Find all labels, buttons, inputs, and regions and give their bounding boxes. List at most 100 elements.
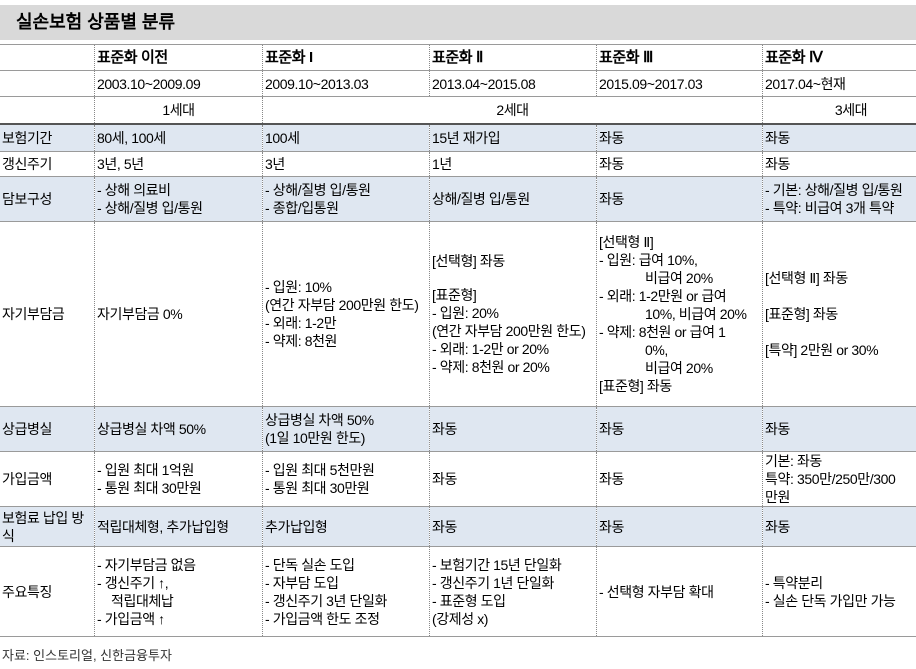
cell-line: 좌동 — [432, 421, 457, 437]
cell-line: - 상해/질병 입/통원 — [265, 182, 371, 198]
generation: 1세대 — [94, 96, 263, 125]
cell: - 기본: 상해/질병 입/통원 - 특약: 비급여 3개 특약 — [762, 176, 916, 222]
cell-line: - 약제: 8천원 — [265, 333, 338, 349]
period-row: 2003.10~2009.09 2009.10~2013.03 2013.04~20… — [0, 70, 916, 97]
cell-line: 1년 — [432, 156, 452, 172]
cell: 좌동 — [762, 123, 916, 152]
cell-line: 특약: 350만/250만/300 — [765, 471, 896, 487]
row-label: 담보구성 — [0, 176, 95, 222]
corner-cell — [0, 70, 95, 97]
cell-line: (연간 자부담 200만원 한도) — [432, 323, 586, 339]
cell: 3년 — [262, 151, 430, 177]
cell: 상급병실 차액 50% — [94, 406, 263, 452]
source: 자료: 인스토리얼, 신한금융투자 — [2, 648, 172, 663]
cell: - 보험기간 15년 단일화 - 갱신주기 1년 단일화 - 표준형 도입 (강제성 … — [429, 546, 597, 637]
cell-line: 좌동 — [599, 471, 624, 487]
cell-line: - 자기부담금 없음 — [97, 556, 196, 573]
cell-line: 비급여 20% — [645, 270, 713, 286]
cell: 좌동 — [596, 176, 763, 222]
cell: 기본: 좌동 특약: 350만/250만/300 만원 — [762, 451, 916, 507]
cell-line: - 상해 의료비 — [97, 182, 171, 198]
cell: 적립대체형, 추가납입형 — [94, 506, 263, 547]
cell: 좌동 — [762, 506, 916, 547]
table-row: 담보구성 - 상해 의료비 - 상해/질병 입/통원 - 상해/질병 입/통원 - 종합… — [0, 176, 916, 222]
cell-line: - 약제: 8천원 or 20% — [432, 359, 550, 375]
cell-line: 80세, 100세 — [97, 129, 166, 146]
cell-line: - 보험기간 15년 단일화 — [432, 556, 562, 573]
cell-line: - 입원: 20% — [432, 305, 499, 321]
cell: 자기부담금 0% — [94, 221, 263, 407]
cell: 좌동 — [596, 506, 763, 547]
cell-line: - 가입금액 ↑ — [97, 610, 165, 627]
cell: - 특약분리 - 실손 단독 가입만 가능 — [762, 546, 916, 637]
cell-line: [특약] 2만원 or 30% — [765, 342, 879, 358]
table-row: 가입금액 - 입원 최대 1억원 - 통원 최대 30만원 - 입원 최대 5천만원 -… — [0, 451, 916, 507]
column-name: 표준화 Ⅳ — [762, 44, 916, 71]
cell-line: 비급여 20% — [645, 360, 713, 376]
cell-line: - 통원 최대 30만원 — [97, 480, 202, 496]
cell: 좌동 — [762, 406, 916, 452]
table-row: 자기부담금 자기부담금 0% - 입원: 10% (연간 자부담 200만원 한도) -… — [0, 221, 916, 407]
cell-line: - 단독 실손 도입 — [265, 556, 355, 573]
table-row: 주요특징 - 자기부담금 없음 - 갱신주기 ↑, 적립대체납 - 가입금액 ↑ - 단독… — [0, 546, 916, 637]
cell: 1년 — [429, 151, 597, 177]
cell: 15년 재가입 — [429, 123, 597, 152]
cell: 100세 — [262, 123, 430, 152]
row-label: 보험료 납입 방식 — [0, 506, 95, 547]
cell-line: - 특약분리 — [765, 574, 823, 591]
cell-line: 자기부담금 0% — [97, 306, 183, 322]
cell: - 입원 최대 5천만원 - 통원 최대 30만원 — [262, 451, 430, 507]
cell: [선택형 Ⅱ] 좌동 [표준형] 좌동 [특약] 2만원 or 30% — [762, 221, 916, 407]
cell: 3년, 5년 — [94, 151, 263, 177]
cell: 좌동 — [596, 151, 763, 177]
column-name: 표준화 이전 — [94, 44, 263, 71]
cell-line: - 기본: 상해/질병 입/통원 — [765, 182, 903, 198]
cell-line: 3년, 5년 — [97, 156, 144, 172]
classification-table: 표준화 이전 표준화 I 표준화 Ⅱ 표준화 Ⅲ 표준화 Ⅳ 2003.10~2009.0… — [0, 44, 916, 637]
cell-line: - 갱신주기 3년 단일화 — [265, 592, 387, 609]
cell-line: 0%, — [645, 342, 668, 358]
cell: 좌동 — [596, 123, 763, 152]
cell-line: - 외래: 1-2만 or 20% — [432, 341, 549, 357]
cell-line: - 특약: 비급여 3개 특약 — [765, 200, 894, 216]
cell: - 상해 의료비 - 상해/질병 입/통원 — [94, 176, 263, 222]
cell: 좌동 — [429, 406, 597, 452]
generation: 3세대 — [762, 96, 916, 125]
cell-line: 적립대체납 — [111, 592, 174, 609]
cell-line: 상급병실 차액 50% — [97, 421, 206, 437]
cell-line: 10%, 비급여 20% — [645, 306, 747, 322]
cell-line: - 종합/입통원 — [265, 200, 339, 216]
cell-line: 15년 재가입 — [432, 129, 501, 146]
cell-line: - 외래: 1-2만원 or 급여 — [599, 288, 727, 304]
cell-line: 좌동 — [765, 129, 790, 146]
cell: 80세, 100세 — [94, 123, 263, 152]
cell-line: [선택형 Ⅱ] 좌동 — [765, 270, 848, 286]
cell-line: 좌동 — [599, 129, 624, 146]
cell-line: - 상해/질병 입/통원 — [97, 200, 203, 216]
cell-line: 좌동 — [599, 191, 624, 207]
cell-line: [표준형] 좌동 — [765, 306, 838, 322]
row-label: 가입금액 — [0, 451, 95, 507]
row-label: 갱신주기 — [0, 151, 95, 177]
cell-line: - 통원 최대 30만원 — [265, 480, 370, 496]
cell: - 선택형 자부담 확대 — [596, 546, 763, 637]
title: 실손보험 상품별 분류 — [0, 5, 916, 40]
corner-cell — [0, 44, 95, 71]
cell: - 자기부담금 없음 - 갱신주기 ↑, 적립대체납 - 가입금액 ↑ — [94, 546, 263, 637]
cell-line: - 갱신주기 ↑, — [97, 574, 169, 591]
cell-line: - 입원: 급여 10%, — [599, 252, 698, 268]
cell-line: (1일 10만원 한도) — [265, 430, 366, 446]
cell-line: 좌동 — [599, 421, 624, 437]
cell-line: 좌동 — [765, 156, 790, 172]
header-row: 표준화 이전 표준화 I 표준화 Ⅱ 표준화 Ⅲ 표준화 Ⅳ — [0, 44, 916, 71]
corner-cell — [0, 96, 95, 125]
column-period: 2009.10~2013.03 — [262, 70, 430, 97]
cell-line: 추가납입형 — [265, 518, 328, 535]
cell: 추가납입형 — [262, 506, 430, 547]
row-label: 주요특징 — [0, 546, 95, 637]
cell-line: [표준형] — [432, 287, 477, 303]
cell-line: 좌동 — [432, 471, 457, 487]
column-period: 2017.04~현재 — [762, 70, 916, 97]
cell-line: [선택형 Ⅱ] — [599, 234, 654, 250]
